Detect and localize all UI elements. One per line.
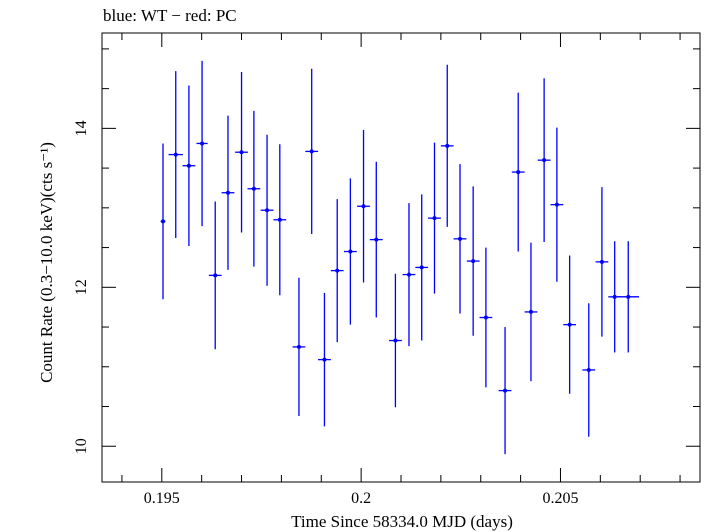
data-point: [208, 201, 222, 350]
data-point: [196, 60, 208, 227]
data-marker: [554, 202, 559, 207]
data-point: [524, 242, 538, 382]
data-point: [595, 187, 609, 337]
plot-frame: [101, 32, 701, 483]
data-point: [168, 71, 183, 239]
data-point: [273, 144, 287, 296]
y-tick-label: 10: [73, 438, 90, 454]
data-marker: [361, 204, 366, 209]
y-tick-label: 14: [73, 120, 90, 136]
data-marker: [599, 259, 604, 264]
data-point: [479, 247, 493, 388]
chart-title: blue: WT − red: PC: [103, 6, 237, 25]
data-point: [537, 78, 551, 243]
data-point: [550, 127, 564, 282]
data-point: [160, 143, 166, 300]
data-marker: [374, 237, 379, 242]
data-marker: [586, 367, 591, 372]
data-point: [415, 194, 429, 341]
data-marker: [173, 152, 178, 157]
data-point: [428, 142, 441, 294]
data-point: [247, 110, 261, 267]
data-marker: [419, 265, 424, 270]
data-point: [466, 186, 480, 336]
data-point: [440, 64, 454, 227]
data-marker: [471, 259, 476, 264]
data-marker: [277, 217, 282, 222]
data-point: [330, 199, 344, 343]
data-point: [617, 241, 640, 353]
data-marker: [239, 150, 244, 155]
data-marker: [186, 163, 191, 168]
data-point: [305, 68, 319, 235]
data-point: [260, 134, 274, 286]
data-point: [235, 71, 248, 233]
data-point: [182, 85, 196, 246]
data-marker: [265, 208, 270, 213]
data-point: [582, 303, 596, 437]
data-point: [318, 292, 331, 427]
data-point: [511, 92, 525, 252]
data-marker: [296, 344, 301, 349]
data-point: [563, 255, 577, 394]
y-tick-label: 12: [73, 279, 90, 295]
data-point: [498, 327, 512, 455]
data-points: [160, 60, 640, 455]
data-marker: [503, 388, 508, 393]
y-axis-label: Count Rate (0.3−10.0 keV)(cts s⁻¹): [37, 142, 56, 383]
data-point: [389, 273, 402, 408]
data-marker: [516, 170, 521, 175]
data-marker: [528, 309, 533, 314]
data-marker: [612, 294, 617, 299]
data-point: [369, 161, 383, 318]
data-marker: [445, 143, 450, 148]
data-point: [357, 129, 370, 283]
data-marker: [348, 249, 353, 254]
data-marker: [458, 236, 463, 241]
data-marker: [432, 216, 437, 221]
axis-ticks: [102, 33, 700, 482]
data-point: [292, 277, 306, 417]
tick-labels: 0.195 0.2 0.205 10 12 14: [73, 120, 578, 507]
data-marker: [626, 294, 631, 299]
data-marker: [322, 357, 327, 362]
data-marker: [542, 158, 547, 163]
data-point: [343, 178, 357, 325]
data-marker: [251, 186, 256, 191]
x-tick-label: 0.195: [144, 490, 180, 507]
data-marker: [393, 338, 398, 343]
data-marker: [213, 273, 218, 278]
data-marker: [225, 190, 230, 195]
data-marker: [406, 272, 411, 277]
x-tick-label: 0.205: [542, 490, 578, 507]
x-axis-label: Time Since 58334.0 MJD (days): [291, 512, 513, 531]
data-marker: [567, 322, 572, 327]
data-marker: [309, 149, 314, 154]
data-marker: [160, 219, 165, 224]
data-point: [402, 203, 416, 347]
data-marker: [483, 315, 488, 320]
x-tick-label: 0.2: [351, 490, 371, 507]
data-marker: [335, 268, 340, 273]
data-marker: [200, 141, 205, 146]
data-point: [453, 164, 467, 314]
data-point: [221, 115, 235, 270]
